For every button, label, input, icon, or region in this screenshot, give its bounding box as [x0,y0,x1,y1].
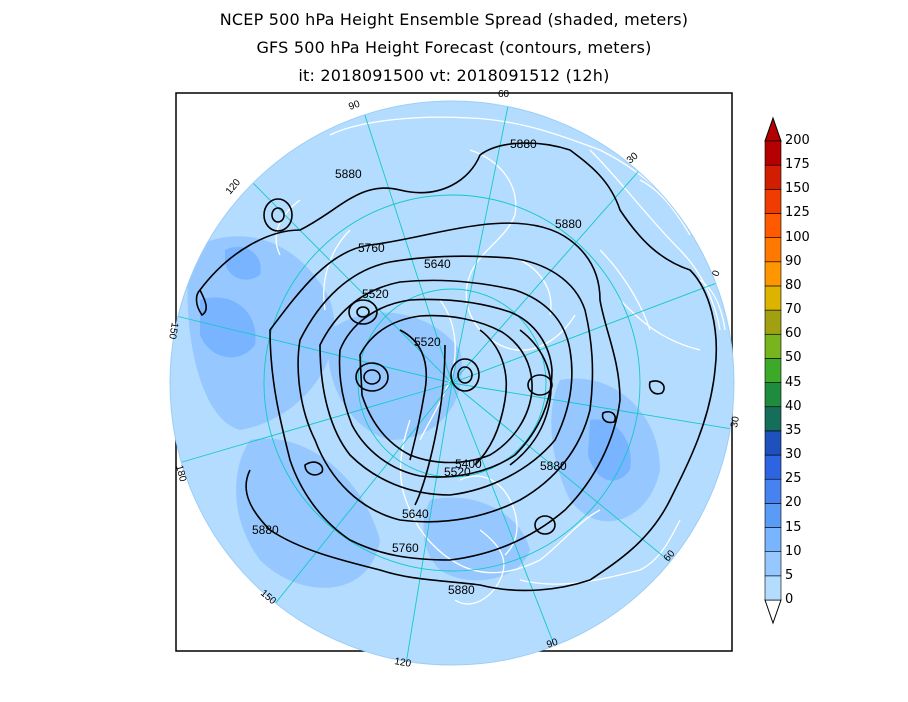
colorbar-label: 5 [785,567,794,583]
colorbar [764,116,782,625]
contour-label: 5880 [448,583,475,597]
colorbar-swatch [764,189,782,214]
colorbar-swatch [764,551,782,577]
colorbar-top-triangle [764,116,782,142]
colorbar-swatch [764,140,782,166]
height-contours [195,142,718,592]
colorbar-label: 50 [785,350,802,366]
spread-shade-5-10 [187,236,335,430]
spread-shade-10-15 [200,297,256,358]
longitude-label: 60 [498,89,510,100]
longitude-label: 120 [393,656,412,670]
colorbar-swatch [764,213,782,238]
contour-label: 5640 [402,507,429,521]
longitude-label: 180 [173,464,188,483]
contour-label: 5760 [358,241,385,255]
contour-labels: 5880 5880 5880 5760 5640 5520 5520 5400 … [252,137,582,597]
map-boundary [169,100,735,666]
colorbar-bottom-triangle [764,599,782,625]
colorbar-label: 45 [785,374,802,390]
colorbar-label: 90 [785,253,802,269]
contour-label: 5520 [444,465,471,479]
colorbar-label: 30 [785,447,802,463]
colorbar-label: 15 [785,519,802,535]
title-line-3: it: 2018091500 vt: 2018091512 (12h) [298,66,610,85]
longitude-label: 90 [347,99,362,113]
colorbar-label: 150 [785,181,810,197]
title-line-2: GFS 500 hPa Height Forecast (contours, m… [256,38,652,57]
colorbar-label: 25 [785,471,802,487]
colorbar-label: 100 [785,229,810,245]
colorbar-swatch [764,382,782,408]
contour-label: 5400 [455,457,482,471]
colorbar-label: 20 [785,495,802,511]
contour-label: 5640 [424,257,451,271]
colorbar-label: 70 [785,302,802,318]
title-line-1: NCEP 500 hPa Height Ensemble Spread (sha… [219,10,689,29]
colorbar-swatch [764,430,782,456]
colorbar-label: 175 [785,157,810,173]
colorbar-swatch [764,527,782,552]
colorbar-swatch [764,261,782,287]
contour-label: 5880 [252,523,279,537]
contour-label: 5520 [414,335,441,349]
longitude-label: 150 [166,321,180,340]
colorbar-label: 200 [785,133,810,148]
colorbar-label: 40 [785,398,802,414]
contour-label: 5760 [392,541,419,555]
contour-label: 5880 [510,137,537,151]
colorbar-label: 125 [785,205,810,221]
colorbar-label: 10 [785,543,802,559]
contour-label: 5520 [362,287,389,301]
colorbar-swatch [764,333,782,359]
colorbar-label: 0 [785,592,794,607]
colorbar-swatch [764,478,782,504]
colorbar-swatch [764,503,782,528]
longitude-label: 90 [545,637,560,651]
colorbar-swatch [764,237,782,263]
contour-label: 5880 [540,459,567,473]
colorbar-label: 80 [785,277,802,293]
colorbar-swatch [764,309,782,335]
longitude-label: 30 [729,415,742,428]
polar-map: 5880 5880 5880 5760 5640 5520 5520 5400 … [170,101,734,665]
colorbar-swatch [764,285,782,311]
colorbar-label: 60 [785,326,802,342]
coastlines [275,116,726,605]
colorbar-swatch [764,575,782,601]
spread-shade-5-10 [236,438,380,588]
colorbar-swatch [764,164,782,190]
contour-label: 5880 [335,167,362,181]
colorbar-swatch [764,406,782,432]
colorbar-swatch [764,454,782,480]
contour-label: 5880 [555,217,582,231]
colorbar-swatch [764,358,782,383]
longitude-label: 0 [710,269,722,278]
colorbar-label: 35 [785,422,802,438]
